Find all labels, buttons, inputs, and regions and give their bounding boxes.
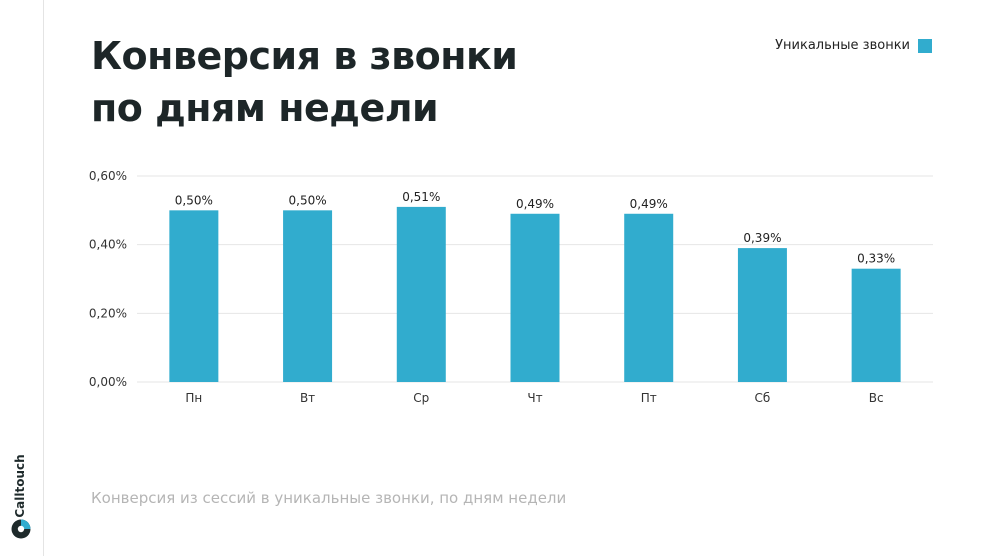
bar [624,213,674,382]
y-tick-label: 0,40% [89,238,127,252]
x-category-label: Ср [413,391,429,405]
y-axis-labels: 0,00% 0,20% 0,40% 0,60% [89,169,127,389]
title-line-1: Конверсия в звонки [91,34,518,78]
legend-label: Уникальные звонки [775,38,910,53]
x-category-label: Вс [869,391,884,405]
chart-legend: Уникальные звонки [775,38,932,53]
bar [283,210,333,382]
bar [737,248,787,382]
bar-value-label: 0,49% [630,197,668,211]
y-tick-label: 0,00% [89,375,127,389]
bar-value-label: 0,50% [289,193,327,207]
bar [510,213,560,382]
bar-value-label: 0,33% [857,252,895,266]
bars [169,206,901,382]
bar-value-label: 0,51% [402,190,440,204]
x-category-label: Сб [755,391,771,405]
x-category-label: Чт [527,391,542,405]
bar-value-label: 0,50% [175,193,213,207]
x-category-label: Пт [641,391,657,405]
y-tick-label: 0,60% [89,169,127,183]
bar [851,268,901,382]
left-divider [43,0,44,556]
chart-caption: Конверсия из сессий в уникальные звонки,… [91,489,567,507]
page-title: Конверсия в звонки по дням недели [91,30,518,134]
bar [169,210,219,382]
calltouch-logo-icon [11,519,31,539]
y-tick-label: 0,20% [89,306,127,320]
title-line-2: по дням недели [91,86,439,130]
bar-value-label: 0,49% [516,197,554,211]
legend-swatch [918,38,932,53]
x-category-label: Вт [300,391,315,405]
x-axis-labels: Пн Вт Ср Чт Пт Сб Вс [185,391,883,405]
bar-value-label: 0,39% [743,231,781,245]
bar [396,206,446,382]
x-category-label: Пн [185,391,202,405]
data-labels: 0,50% 0,50% 0,51% 0,49% 0,49% 0,39% 0,33% [175,190,895,266]
